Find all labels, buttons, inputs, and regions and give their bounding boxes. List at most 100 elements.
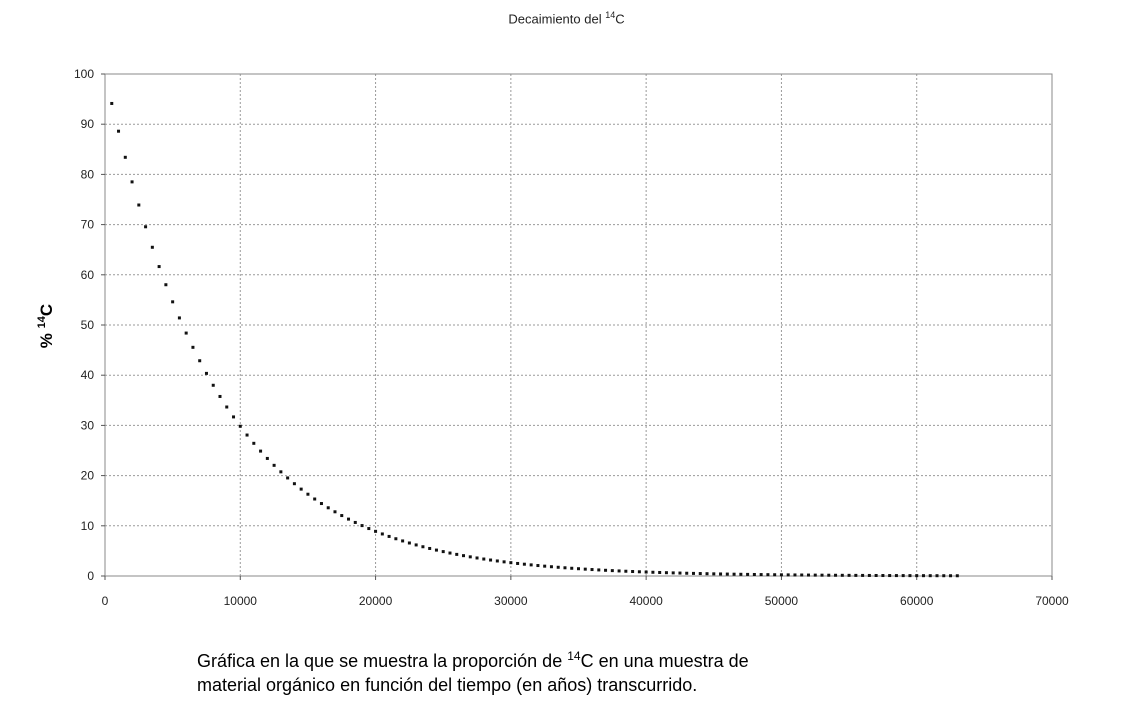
data-point <box>935 574 939 578</box>
data-point <box>407 541 411 545</box>
data-point <box>840 573 844 577</box>
data-point <box>265 456 269 460</box>
data-point <box>928 574 932 578</box>
data-point <box>455 552 459 556</box>
data-point <box>901 574 905 578</box>
data-point <box>543 564 547 568</box>
data-point <box>894 574 898 578</box>
data-point <box>779 573 783 577</box>
y-tick-label: 40 <box>81 368 95 382</box>
data-point <box>549 565 553 569</box>
x-tick-label: 20000 <box>359 594 393 608</box>
y-axis-label: % 14C <box>36 304 56 348</box>
data-point <box>421 545 425 549</box>
data-point <box>577 567 580 571</box>
x-tick-label: 30000 <box>494 594 528 608</box>
data-point <box>516 561 520 565</box>
x-tick-label: 40000 <box>629 594 663 608</box>
caption-superscript: 14 <box>567 649 581 663</box>
data-point <box>387 534 391 538</box>
data-point <box>529 563 533 567</box>
data-point <box>563 566 567 570</box>
data-point <box>292 482 296 486</box>
y-tick-label: 20 <box>81 469 95 483</box>
data-point <box>739 572 743 576</box>
data-point <box>624 569 628 573</box>
data-point <box>827 573 831 577</box>
y-tick-label: 70 <box>81 218 95 232</box>
y-tick-label: 100 <box>74 67 94 81</box>
y-tick-label: 30 <box>81 418 95 432</box>
y-tick-label: 50 <box>81 318 95 332</box>
y-tick-label: 0 <box>87 569 94 583</box>
data-point <box>888 574 892 578</box>
data-point <box>671 571 675 575</box>
data-point <box>123 155 127 159</box>
data-point <box>800 573 804 577</box>
data-point <box>394 537 398 541</box>
data-point <box>942 574 946 578</box>
data-point <box>475 556 479 560</box>
data-point <box>691 571 695 575</box>
data-point <box>232 415 236 419</box>
data-point <box>367 527 371 531</box>
data-point <box>130 180 134 184</box>
data-point <box>637 570 641 574</box>
y-tick-label: 80 <box>81 167 95 181</box>
data-point <box>685 571 689 575</box>
data-point <box>955 574 959 578</box>
data-point <box>732 572 736 576</box>
data-point <box>144 225 148 229</box>
data-point <box>536 564 540 568</box>
data-point <box>793 573 797 577</box>
data-point <box>949 574 953 578</box>
data-point <box>333 510 337 514</box>
data-point <box>813 573 817 577</box>
data-point <box>191 345 195 349</box>
data-point <box>705 572 709 576</box>
data-point <box>698 572 702 576</box>
data-point <box>489 558 493 562</box>
data-point <box>380 532 384 536</box>
data-point <box>428 546 432 550</box>
y-axis-label-superscript: 14 <box>36 315 48 328</box>
x-tick-label: 70000 <box>1035 594 1069 608</box>
data-point <box>259 449 263 453</box>
data-point <box>414 543 418 547</box>
x-tick-label: 0 <box>102 594 109 608</box>
data-point <box>468 555 472 559</box>
data-point <box>299 487 303 491</box>
data-point <box>177 316 181 320</box>
y-axis-label-suffix: C <box>37 304 56 316</box>
data-point <box>854 573 858 577</box>
data-point <box>610 569 614 573</box>
data-point <box>225 405 229 409</box>
data-point <box>347 517 351 521</box>
data-point <box>678 571 682 575</box>
data-point <box>583 567 587 571</box>
data-point <box>664 571 668 575</box>
data-point <box>198 359 202 363</box>
data-point <box>326 506 330 510</box>
x-tick-label: 60000 <box>900 594 934 608</box>
y-tick-label: 90 <box>81 117 95 131</box>
data-point <box>401 539 405 543</box>
y-axis-ticks: 0 10 20 30 40 50 60 70 80 90 100 <box>74 67 105 583</box>
data-point <box>360 524 364 528</box>
data-point <box>218 394 222 398</box>
y-tick-label: 60 <box>81 268 95 282</box>
data-point <box>867 573 871 577</box>
data-point <box>157 265 161 269</box>
data-point <box>908 574 912 578</box>
data-point <box>847 573 851 577</box>
data-point <box>766 573 770 577</box>
data-point <box>482 557 486 561</box>
data-point <box>306 492 310 496</box>
data-point <box>279 470 283 474</box>
data-point <box>631 570 635 574</box>
data-point <box>834 573 838 577</box>
chart-title: Decaimiento del 14C <box>0 10 1133 26</box>
x-tick-label: 50000 <box>765 594 799 608</box>
data-point <box>597 568 601 572</box>
figure-caption: Gráfica en la que se muestra la proporci… <box>197 644 917 697</box>
